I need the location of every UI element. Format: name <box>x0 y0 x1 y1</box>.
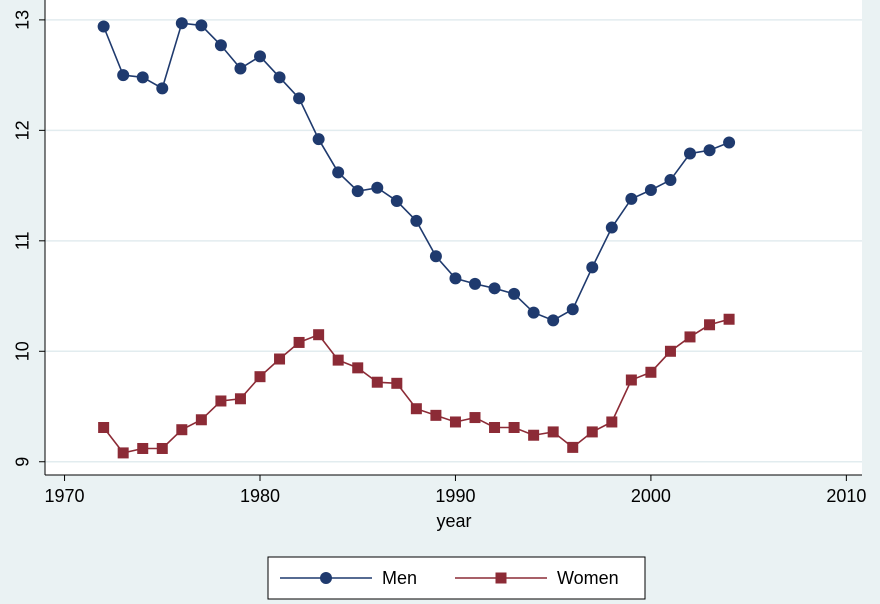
data-point <box>684 331 696 343</box>
data-point <box>527 306 540 319</box>
data-point <box>508 422 520 433</box>
y-tick-label: 10 <box>13 341 33 361</box>
data-point <box>644 184 657 196</box>
plot-area <box>45 0 862 475</box>
data-point <box>449 416 461 428</box>
data-point <box>195 414 207 426</box>
data-point <box>293 92 306 105</box>
data-point <box>625 192 638 205</box>
data-point <box>704 319 716 331</box>
data-point <box>312 133 325 146</box>
data-point <box>606 416 618 428</box>
data-point <box>547 314 560 327</box>
data-point <box>215 395 227 407</box>
data-point <box>117 69 130 82</box>
data-point <box>645 366 657 378</box>
data-point <box>352 362 364 374</box>
data-point <box>175 17 188 30</box>
x-tick-label: 1990 <box>435 486 475 506</box>
data-point <box>664 174 677 187</box>
data-point <box>489 422 501 433</box>
y-tick-label: 13 <box>13 10 33 30</box>
data-point <box>723 136 736 149</box>
data-point <box>469 412 481 424</box>
data-point <box>391 377 403 389</box>
data-point <box>684 147 696 160</box>
data-point <box>566 303 579 316</box>
x-tick-label: 1980 <box>240 486 280 506</box>
data-point <box>214 39 227 52</box>
data-point <box>605 221 618 234</box>
data-point <box>723 313 735 325</box>
data-point <box>293 336 305 348</box>
data-point <box>586 261 599 274</box>
data-point <box>586 426 598 438</box>
data-point <box>254 50 266 63</box>
x-tick-label: 2010 <box>826 486 866 506</box>
data-point <box>371 376 383 388</box>
legend-label: Women <box>557 568 619 588</box>
data-point <box>156 442 168 454</box>
data-point <box>547 426 559 438</box>
data-point <box>234 393 246 405</box>
data-point <box>488 282 501 295</box>
data-point <box>117 447 129 459</box>
y-tick-label: 9 <box>13 457 33 467</box>
data-point <box>254 371 266 383</box>
legend-marker <box>495 572 507 584</box>
legend-label: Men <box>382 568 417 588</box>
data-point <box>136 71 149 84</box>
legend-marker <box>320 572 332 584</box>
x-axis-title: year <box>436 511 471 531</box>
data-point <box>332 166 345 179</box>
data-point <box>625 374 637 386</box>
data-point <box>469 277 481 290</box>
data-point <box>176 424 188 436</box>
data-point <box>234 62 247 75</box>
data-point <box>313 329 325 341</box>
data-point <box>664 345 676 357</box>
data-point <box>429 250 442 263</box>
y-tick-label: 11 <box>13 231 33 250</box>
data-point <box>430 409 442 421</box>
data-point <box>274 353 286 365</box>
data-point <box>137 442 149 454</box>
data-point <box>332 354 344 366</box>
data-point <box>351 185 364 198</box>
x-tick-label: 1970 <box>45 486 85 506</box>
data-point <box>273 71 286 84</box>
y-tick-label: 12 <box>13 120 33 140</box>
data-point <box>567 441 579 453</box>
data-point <box>97 20 110 33</box>
data-point <box>98 422 110 433</box>
data-point <box>449 272 462 285</box>
data-point <box>156 82 169 95</box>
data-point <box>390 195 403 208</box>
data-point <box>371 181 384 194</box>
data-point <box>410 214 423 227</box>
data-point <box>195 19 208 32</box>
data-point <box>528 429 540 441</box>
data-point <box>703 144 716 157</box>
x-tick-label: 2000 <box>631 486 671 506</box>
data-point <box>410 403 422 415</box>
data-point <box>508 287 521 300</box>
